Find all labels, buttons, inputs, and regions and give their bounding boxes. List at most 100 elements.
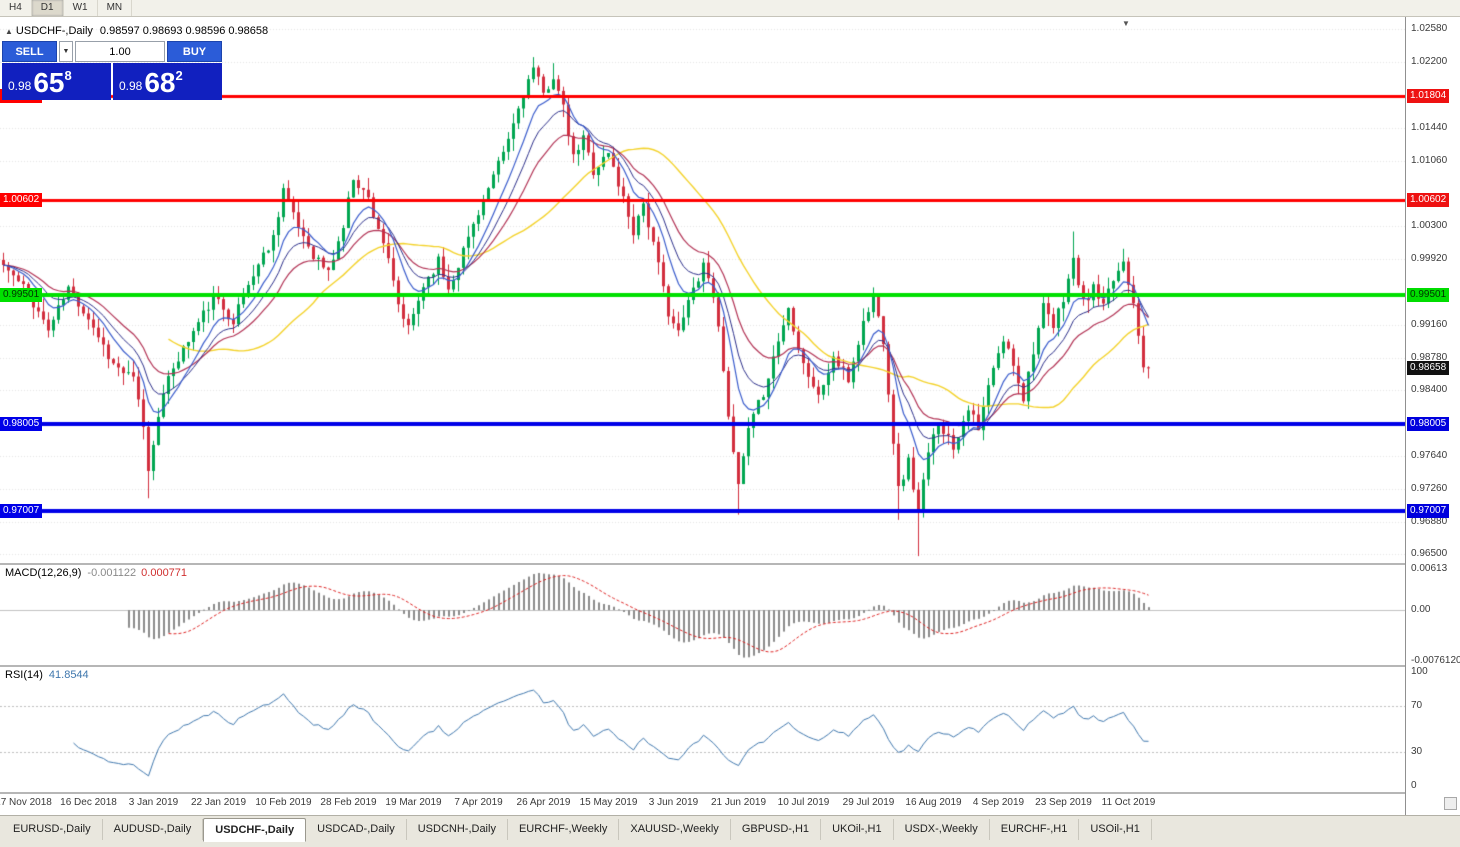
macd-canvas[interactable]: [0, 565, 1405, 665]
time-axis-label: 26 Apr 2019: [516, 797, 571, 808]
price-badge: 0.99501: [1407, 288, 1450, 303]
time-axis-label: 3 Jan 2019: [128, 797, 179, 808]
price-badge: 1.01804: [1407, 89, 1450, 104]
panel-separator[interactable]: [0, 665, 1460, 667]
macd-axis-label: -0.0076120: [1411, 655, 1460, 666]
time-axis-label: 15 May 2019: [579, 797, 638, 808]
main-chart-canvas[interactable]: [0, 20, 1405, 563]
chart-tab-xauusd-weekly[interactable]: XAUUSD-,Weekly: [619, 819, 731, 840]
price-axis-label: 1.00300: [1411, 220, 1448, 232]
price-axis-label: 0.96880: [1411, 515, 1448, 527]
chart-tab-eurchf-h1[interactable]: EURCHF-,H1: [990, 819, 1080, 840]
time-axis-label: 21 Jun 2019: [710, 797, 767, 808]
price-axis-label: 0.98400: [1411, 384, 1448, 396]
timeframe-button-mn[interactable]: MN: [98, 0, 133, 16]
macd-axis-label: 0.00: [1411, 604, 1431, 616]
time-axis-label: 22 Jan 2019: [190, 797, 247, 808]
time-axis-label: 3 Jun 2019: [648, 797, 699, 808]
buy-button[interactable]: BUY: [167, 41, 222, 62]
sell-price-prefix: 0.98: [8, 79, 32, 93]
price-axis-label: 0.99920: [1411, 253, 1448, 265]
price-axis-label: 0.97260: [1411, 482, 1448, 494]
time-axis[interactable]: 27 Nov 2018 16 Dec 2018 3 Jan 2019 22 Jan 2…: [0, 794, 1405, 814]
macd-indicator-label: MACD(12,26,9) -0.001122 0.000771: [5, 567, 187, 579]
price-axis-label: 0.97640: [1411, 449, 1448, 461]
level-left-badge: 0.97007: [0, 503, 43, 518]
sell-button[interactable]: SELL: [2, 41, 57, 62]
level-left-badge: 1.00602: [0, 193, 43, 208]
price-axis-label: 0.98780: [1411, 351, 1448, 363]
macd-signal-value: 0.000771: [141, 567, 188, 579]
chart-tab-usdcad-daily[interactable]: USDCAD-,Daily: [306, 819, 407, 840]
time-axis-label: 10 Jul 2019: [777, 797, 830, 808]
time-axis-label: 10 Feb 2019: [255, 797, 312, 808]
rsi-axis-label: 70: [1411, 700, 1423, 712]
timeframe-toolbar: H4 D1 W1 MN: [0, 0, 1460, 17]
sell-price-pip: 8: [64, 68, 72, 83]
volume-input[interactable]: [75, 41, 165, 62]
chart-tab-usoil-h1[interactable]: USOil-,H1: [1079, 819, 1152, 840]
ohlc-values: 0.98597 0.98693 0.98596 0.98658: [99, 25, 269, 37]
rsi-value: 41.8544: [48, 669, 89, 681]
chart-tab-usdcnh-daily[interactable]: USDCNH-,Daily: [407, 819, 508, 840]
buy-price-display[interactable]: 0.98 68 2: [113, 63, 222, 100]
buy-price-big: 68: [144, 67, 176, 98]
price-axis-label: 1.01060: [1411, 154, 1448, 166]
chart-tab-gbpusd-h1[interactable]: GBPUSD-,H1: [731, 819, 822, 840]
buy-price-pip: 2: [175, 68, 183, 83]
time-axis-label: 11 Oct 2019: [1101, 797, 1156, 808]
chart-tab-usdchf-daily[interactable]: USDCHF-,Daily: [203, 818, 307, 842]
symbol-period-label: USDCHF-,Daily: [15, 25, 93, 37]
rsi-indicator-label: RSI(14) 41.8544: [5, 669, 89, 681]
chart-tab-audusd-daily[interactable]: AUDUSD-,Daily: [103, 819, 204, 840]
chevron-down-icon: ▼: [62, 48, 70, 55]
scrollbar-corner-button[interactable]: [1444, 797, 1457, 810]
time-axis-label: 23 Sep 2019: [1035, 797, 1092, 808]
price-axis-label: 0.99160: [1411, 318, 1448, 330]
timeframe-button-w1[interactable]: W1: [64, 0, 98, 16]
level-left-badge: 0.98005: [0, 417, 43, 432]
panel-separator[interactable]: [0, 563, 1460, 565]
volume-dropdown-button[interactable]: ▼: [59, 41, 73, 62]
rsi-axis-label: 0: [1411, 780, 1417, 791]
rsi-axis-label: 30: [1411, 745, 1423, 757]
time-axis-label: 28 Feb 2019: [320, 797, 377, 808]
rsi-name: RSI(14): [5, 669, 43, 681]
panel-separator[interactable]: [0, 792, 1460, 794]
price-axis-label: 1.01440: [1411, 121, 1448, 133]
rsi-canvas[interactable]: [0, 667, 1405, 791]
chart-title: ▲ USDCHF-,Daily 0.98597 0.98693 0.98596 0.…: [5, 25, 268, 37]
chart-tab-usdx-weekly[interactable]: USDX-,Weekly: [894, 819, 990, 840]
macd-main-value: -0.001122: [87, 567, 137, 579]
price-badge: 0.98005: [1407, 417, 1450, 432]
time-axis-label: 16 Dec 2018: [60, 797, 117, 808]
chart-shift-marker-icon[interactable]: ▼: [1122, 19, 1130, 28]
chart-tab-eurusd-daily[interactable]: EURUSD-,Daily: [2, 819, 103, 840]
buy-price-prefix: 0.98: [119, 79, 143, 93]
chart-tab-ukoil-h1[interactable]: UKOil-,H1: [821, 819, 894, 840]
price-axis-label: 1.02580: [1411, 23, 1448, 35]
level-left-badge: 0.99501: [0, 288, 43, 303]
chart-tab-eurchf-weekly[interactable]: EURCHF-,Weekly: [508, 819, 620, 840]
price-axis[interactable]: 1.02580 1.02200 1.01440 1.01060 1.00300 0.999…: [1405, 17, 1460, 815]
price-badge: 0.97007: [1407, 503, 1450, 518]
time-axis-label: 16 Aug 2019: [905, 797, 962, 808]
timeframe-button-d1[interactable]: D1: [31, 0, 64, 16]
collapse-triangle-icon[interactable]: ▲: [5, 27, 13, 36]
time-axis-label: 7 Apr 2019: [454, 797, 503, 808]
time-axis-label: 19 Mar 2019: [385, 797, 442, 808]
trade-prices-row: 0.98 65 8 0.98 68 2: [2, 63, 222, 100]
price-badge: 1.00602: [1407, 193, 1450, 208]
timeframe-button-h4[interactable]: H4: [0, 0, 32, 16]
macd-name: MACD(12,26,9): [5, 567, 82, 579]
chart-tabs-bar: EURUSD-,Daily AUDUSD-,Daily USDCHF-,Daily U…: [0, 815, 1460, 847]
trade-controls-row: SELL ▼ BUY: [2, 41, 222, 62]
macd-axis-label: 0.00613: [1411, 563, 1448, 574]
sell-price-display[interactable]: 0.98 65 8: [2, 63, 111, 100]
sell-price-big: 65: [33, 67, 65, 98]
time-axis-label: 4 Sep 2019: [972, 797, 1025, 808]
time-axis-label: 29 Jul 2019: [842, 797, 895, 808]
price-badge: 0.98658: [1407, 361, 1450, 376]
